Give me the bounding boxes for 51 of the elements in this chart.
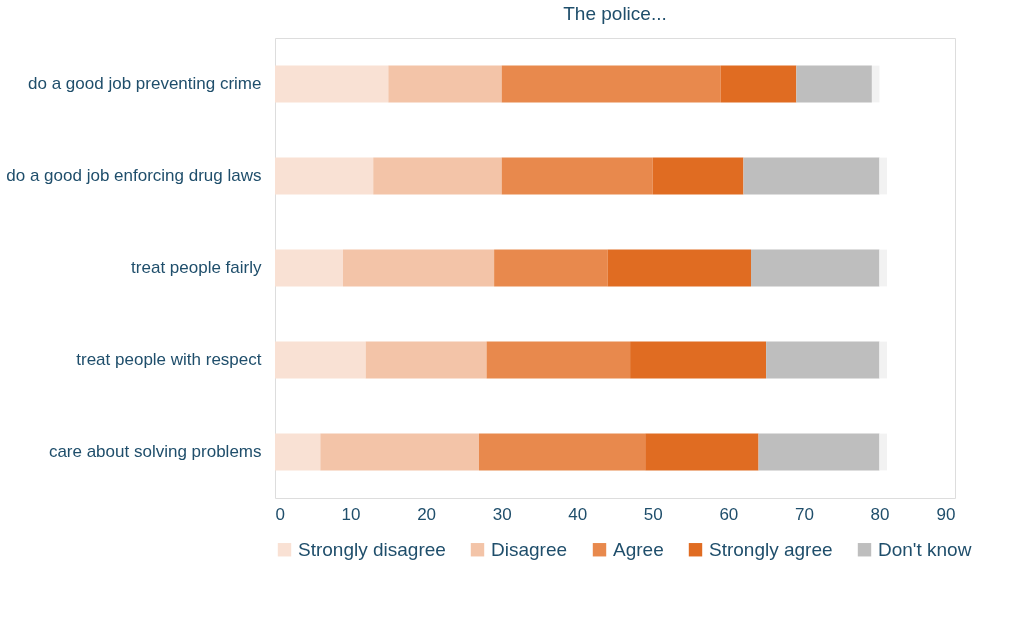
bar <box>320 433 479 471</box>
x-tick-label: 80 <box>870 504 890 524</box>
bar <box>879 249 887 287</box>
bar <box>879 433 887 471</box>
bar <box>630 341 767 379</box>
bar <box>275 249 343 287</box>
x-tick-label: 70 <box>794 504 814 524</box>
bar <box>796 65 872 103</box>
bar <box>758 433 880 471</box>
bar <box>275 341 366 379</box>
bar <box>275 65 389 103</box>
bar <box>501 65 721 103</box>
chart-title: The police... <box>563 3 667 24</box>
bar <box>494 249 608 287</box>
x-tick-label: 30 <box>492 504 512 524</box>
legend-label: Agree <box>613 538 664 560</box>
bar <box>373 157 502 195</box>
y-tick-label: do a good job enforcing drug laws <box>6 166 262 185</box>
y-tick-label: care about solving problems <box>48 442 262 461</box>
x-tick-label: 20 <box>417 504 437 524</box>
legend-label: Disagree <box>491 538 568 560</box>
bar <box>743 157 880 195</box>
x-tick-label: 60 <box>719 504 739 524</box>
legend-label: Strongly agree <box>709 538 833 560</box>
bar <box>751 249 880 287</box>
y-tick-label: do a good job preventing crime <box>28 74 262 93</box>
bar <box>879 341 887 379</box>
x-tick-label: 0 <box>275 504 285 524</box>
bar <box>388 65 502 103</box>
bar <box>645 433 759 471</box>
x-tick-label: 10 <box>341 504 361 524</box>
x-tick-label: 90 <box>936 504 956 524</box>
x-tick-label: 50 <box>643 504 663 524</box>
y-tick-label: treat people fairly <box>131 258 262 277</box>
bar <box>607 249 751 287</box>
bar <box>486 341 631 379</box>
y-tick-label: treat people with respect <box>76 350 262 369</box>
x-tick-label: 40 <box>568 504 588 524</box>
bar <box>275 157 374 195</box>
legend-label: Don't know <box>878 538 972 560</box>
bar <box>871 65 880 103</box>
bar <box>652 157 744 195</box>
bar <box>766 341 880 379</box>
bar <box>275 433 321 471</box>
legend-label: Strongly disagree <box>298 538 446 560</box>
bar <box>720 65 797 103</box>
bar <box>365 341 487 379</box>
bar <box>343 249 495 287</box>
bar <box>501 157 653 195</box>
bar <box>479 433 646 471</box>
bar <box>879 157 887 195</box>
